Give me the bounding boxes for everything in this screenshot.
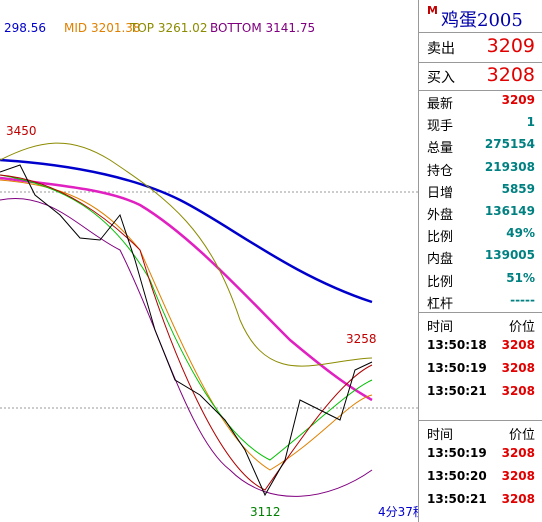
trade-price: 3208: [501, 492, 535, 506]
trade-price: 3208: [501, 469, 535, 483]
indicator-mid: MID 3201.38: [64, 21, 141, 35]
trade-time: 13:50:18: [427, 338, 487, 352]
buy: 3208: [486, 64, 535, 86]
stat-value: 275154: [484, 137, 535, 152]
trade-time: 13:50:19: [427, 361, 487, 375]
sell-label: 卖出: [427, 41, 455, 57]
stat-label: 比例: [427, 230, 454, 246]
stat-value: 1: [526, 115, 535, 130]
stat-label: 内盘: [427, 252, 454, 268]
stat-label: 最新: [427, 97, 454, 112]
trade-header: 时间: [427, 428, 454, 443]
divider: [419, 420, 542, 421]
stat-value: 139005: [484, 248, 535, 263]
high-label: 3450: [6, 124, 37, 138]
indicator-top: TOP 3261.02: [129, 21, 207, 35]
low-label: 3112: [250, 505, 281, 519]
stat-label: 日增: [427, 185, 454, 201]
trade-price: 3208: [501, 361, 535, 375]
market: M: [427, 4, 438, 17]
trade-time: 13:50:21: [427, 492, 487, 506]
stat-label: 比例: [427, 274, 454, 290]
trade-price: 3208: [501, 338, 535, 352]
quote-panel: M 鸡蛋2005 卖出 3209 买入 3208 最新 3209 现手 1 总量 2751…: [418, 0, 542, 522]
stat-label: 总量: [427, 141, 454, 157]
sell: 3209: [486, 35, 535, 57]
trade-header: 时间: [427, 320, 454, 335]
stat-value: 5859: [501, 181, 535, 196]
trade-header: 价位: [508, 320, 535, 335]
stat-value: 219308: [484, 159, 535, 174]
trade-time: 13:50:20: [427, 469, 487, 483]
stat-label: 持仓: [427, 163, 454, 179]
stat-label: 杠杆: [427, 296, 454, 312]
stat-value: 136149: [484, 204, 535, 218]
trade-time: 13:50:21: [427, 384, 487, 398]
timer: 4分37秒: [378, 505, 418, 519]
stat-value: 51%: [506, 270, 535, 285]
stat-label: 现手: [427, 119, 454, 135]
trade-price: 3208: [501, 384, 535, 398]
trade-price: 3208: [501, 446, 535, 460]
indicator-ma: 298.56: [4, 21, 46, 35]
stat-value: 3209: [501, 93, 535, 107]
chart: 298.56 MID 3201.38 TOP 3261.02 BOTTOM 31…: [0, 21, 418, 519]
indicator-bottom: BOTTOM 3141.75: [210, 21, 315, 35]
stat-value: -----: [510, 292, 535, 307]
stat-label: 外盘: [427, 208, 454, 223]
stat-value: 49%: [506, 226, 535, 241]
name: 鸡蛋2005: [441, 10, 523, 31]
trade-header: 价位: [508, 428, 535, 443]
recent-high-label: 3258: [346, 332, 377, 346]
trade-time: 13:50:19: [427, 446, 487, 460]
buy-label: 买入: [427, 70, 455, 86]
